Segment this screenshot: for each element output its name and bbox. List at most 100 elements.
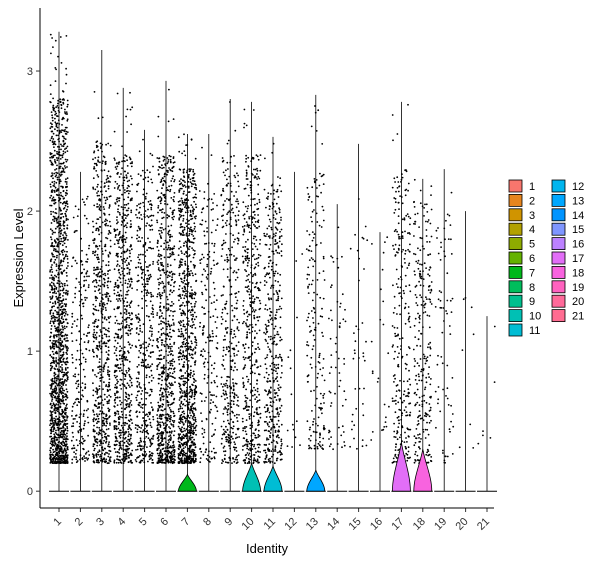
point-1	[53, 191, 56, 193]
point-5	[149, 394, 152, 396]
point-1	[65, 437, 68, 439]
point-6	[162, 443, 165, 446]
point-3	[108, 220, 111, 223]
point-6	[157, 429, 160, 432]
point-4	[126, 286, 129, 289]
point-1	[66, 435, 68, 438]
point-1	[52, 441, 54, 444]
point-1	[56, 452, 58, 454]
point-1	[61, 185, 64, 188]
point-4	[127, 350, 129, 353]
point-3	[93, 413, 96, 416]
point-6	[161, 217, 164, 220]
point-6	[170, 362, 173, 365]
point-6	[156, 346, 159, 348]
point-2	[80, 428, 83, 431]
point-7	[193, 388, 196, 391]
point-1	[59, 191, 62, 194]
point-1	[49, 403, 52, 406]
point-4	[124, 373, 127, 376]
point-3	[96, 275, 99, 278]
point-1	[49, 260, 52, 263]
point-6	[169, 457, 172, 460]
point-1	[59, 391, 62, 394]
point-7	[185, 222, 187, 225]
point-1	[61, 341, 64, 344]
point-3	[104, 199, 107, 202]
point-4	[127, 405, 130, 408]
point-5	[138, 217, 141, 219]
point-4	[119, 396, 121, 399]
point-1	[64, 308, 67, 311]
point-2	[84, 358, 87, 361]
point-1	[59, 308, 62, 311]
point-3	[98, 346, 101, 348]
point-5	[142, 417, 144, 419]
point-3	[99, 225, 101, 228]
point-6	[170, 410, 173, 413]
point-4	[120, 252, 123, 255]
point-1	[53, 433, 56, 436]
point-6	[169, 207, 172, 210]
point-6	[159, 456, 162, 459]
point-2	[75, 358, 78, 361]
point-6	[159, 302, 162, 304]
point-1	[50, 317, 53, 320]
point-3	[93, 461, 96, 464]
point-2	[75, 414, 78, 417]
point-5	[152, 263, 154, 265]
point-4	[128, 447, 131, 450]
point-6	[160, 458, 163, 460]
point-6	[166, 450, 168, 452]
point-1	[53, 347, 55, 350]
point-7	[184, 294, 186, 297]
point-4	[126, 165, 129, 167]
point-3	[97, 372, 100, 374]
point-6	[172, 253, 175, 256]
point-1	[53, 462, 56, 464]
point-3	[106, 417, 109, 420]
point-6	[167, 274, 170, 277]
point-4	[124, 261, 126, 263]
point-1	[61, 124, 63, 126]
point-4	[115, 198, 118, 201]
point-4	[125, 226, 128, 229]
point-7	[180, 321, 183, 323]
point-6	[168, 338, 171, 341]
point-3	[105, 438, 108, 441]
point-1	[51, 123, 53, 126]
point-7	[183, 228, 186, 231]
point-3	[95, 309, 98, 312]
point-4	[121, 145, 123, 148]
point-3	[107, 349, 110, 352]
point-6	[174, 381, 176, 384]
point-4	[119, 337, 122, 340]
point-1	[52, 448, 54, 451]
point-2	[74, 375, 77, 378]
point-5	[144, 197, 147, 200]
point-5	[146, 215, 149, 217]
point-4	[120, 424, 123, 427]
point-1	[62, 207, 65, 210]
point-4	[129, 409, 132, 412]
point-1	[54, 316, 57, 319]
point-4	[121, 258, 123, 261]
point-4	[118, 421, 121, 424]
point-2	[86, 258, 89, 260]
point-6	[173, 455, 176, 458]
point-6	[161, 366, 164, 369]
point-4	[118, 350, 121, 353]
point-6	[167, 323, 170, 326]
point-7	[192, 418, 195, 421]
point-5	[138, 461, 141, 464]
point-3	[105, 345, 107, 348]
point-6	[171, 273, 174, 276]
point-1	[61, 212, 64, 215]
point-3	[95, 274, 98, 276]
point-3	[94, 399, 97, 402]
point-1	[50, 236, 52, 239]
point-4	[127, 184, 130, 187]
point-4	[115, 420, 117, 423]
point-1	[63, 291, 65, 294]
point-4	[126, 272, 129, 275]
